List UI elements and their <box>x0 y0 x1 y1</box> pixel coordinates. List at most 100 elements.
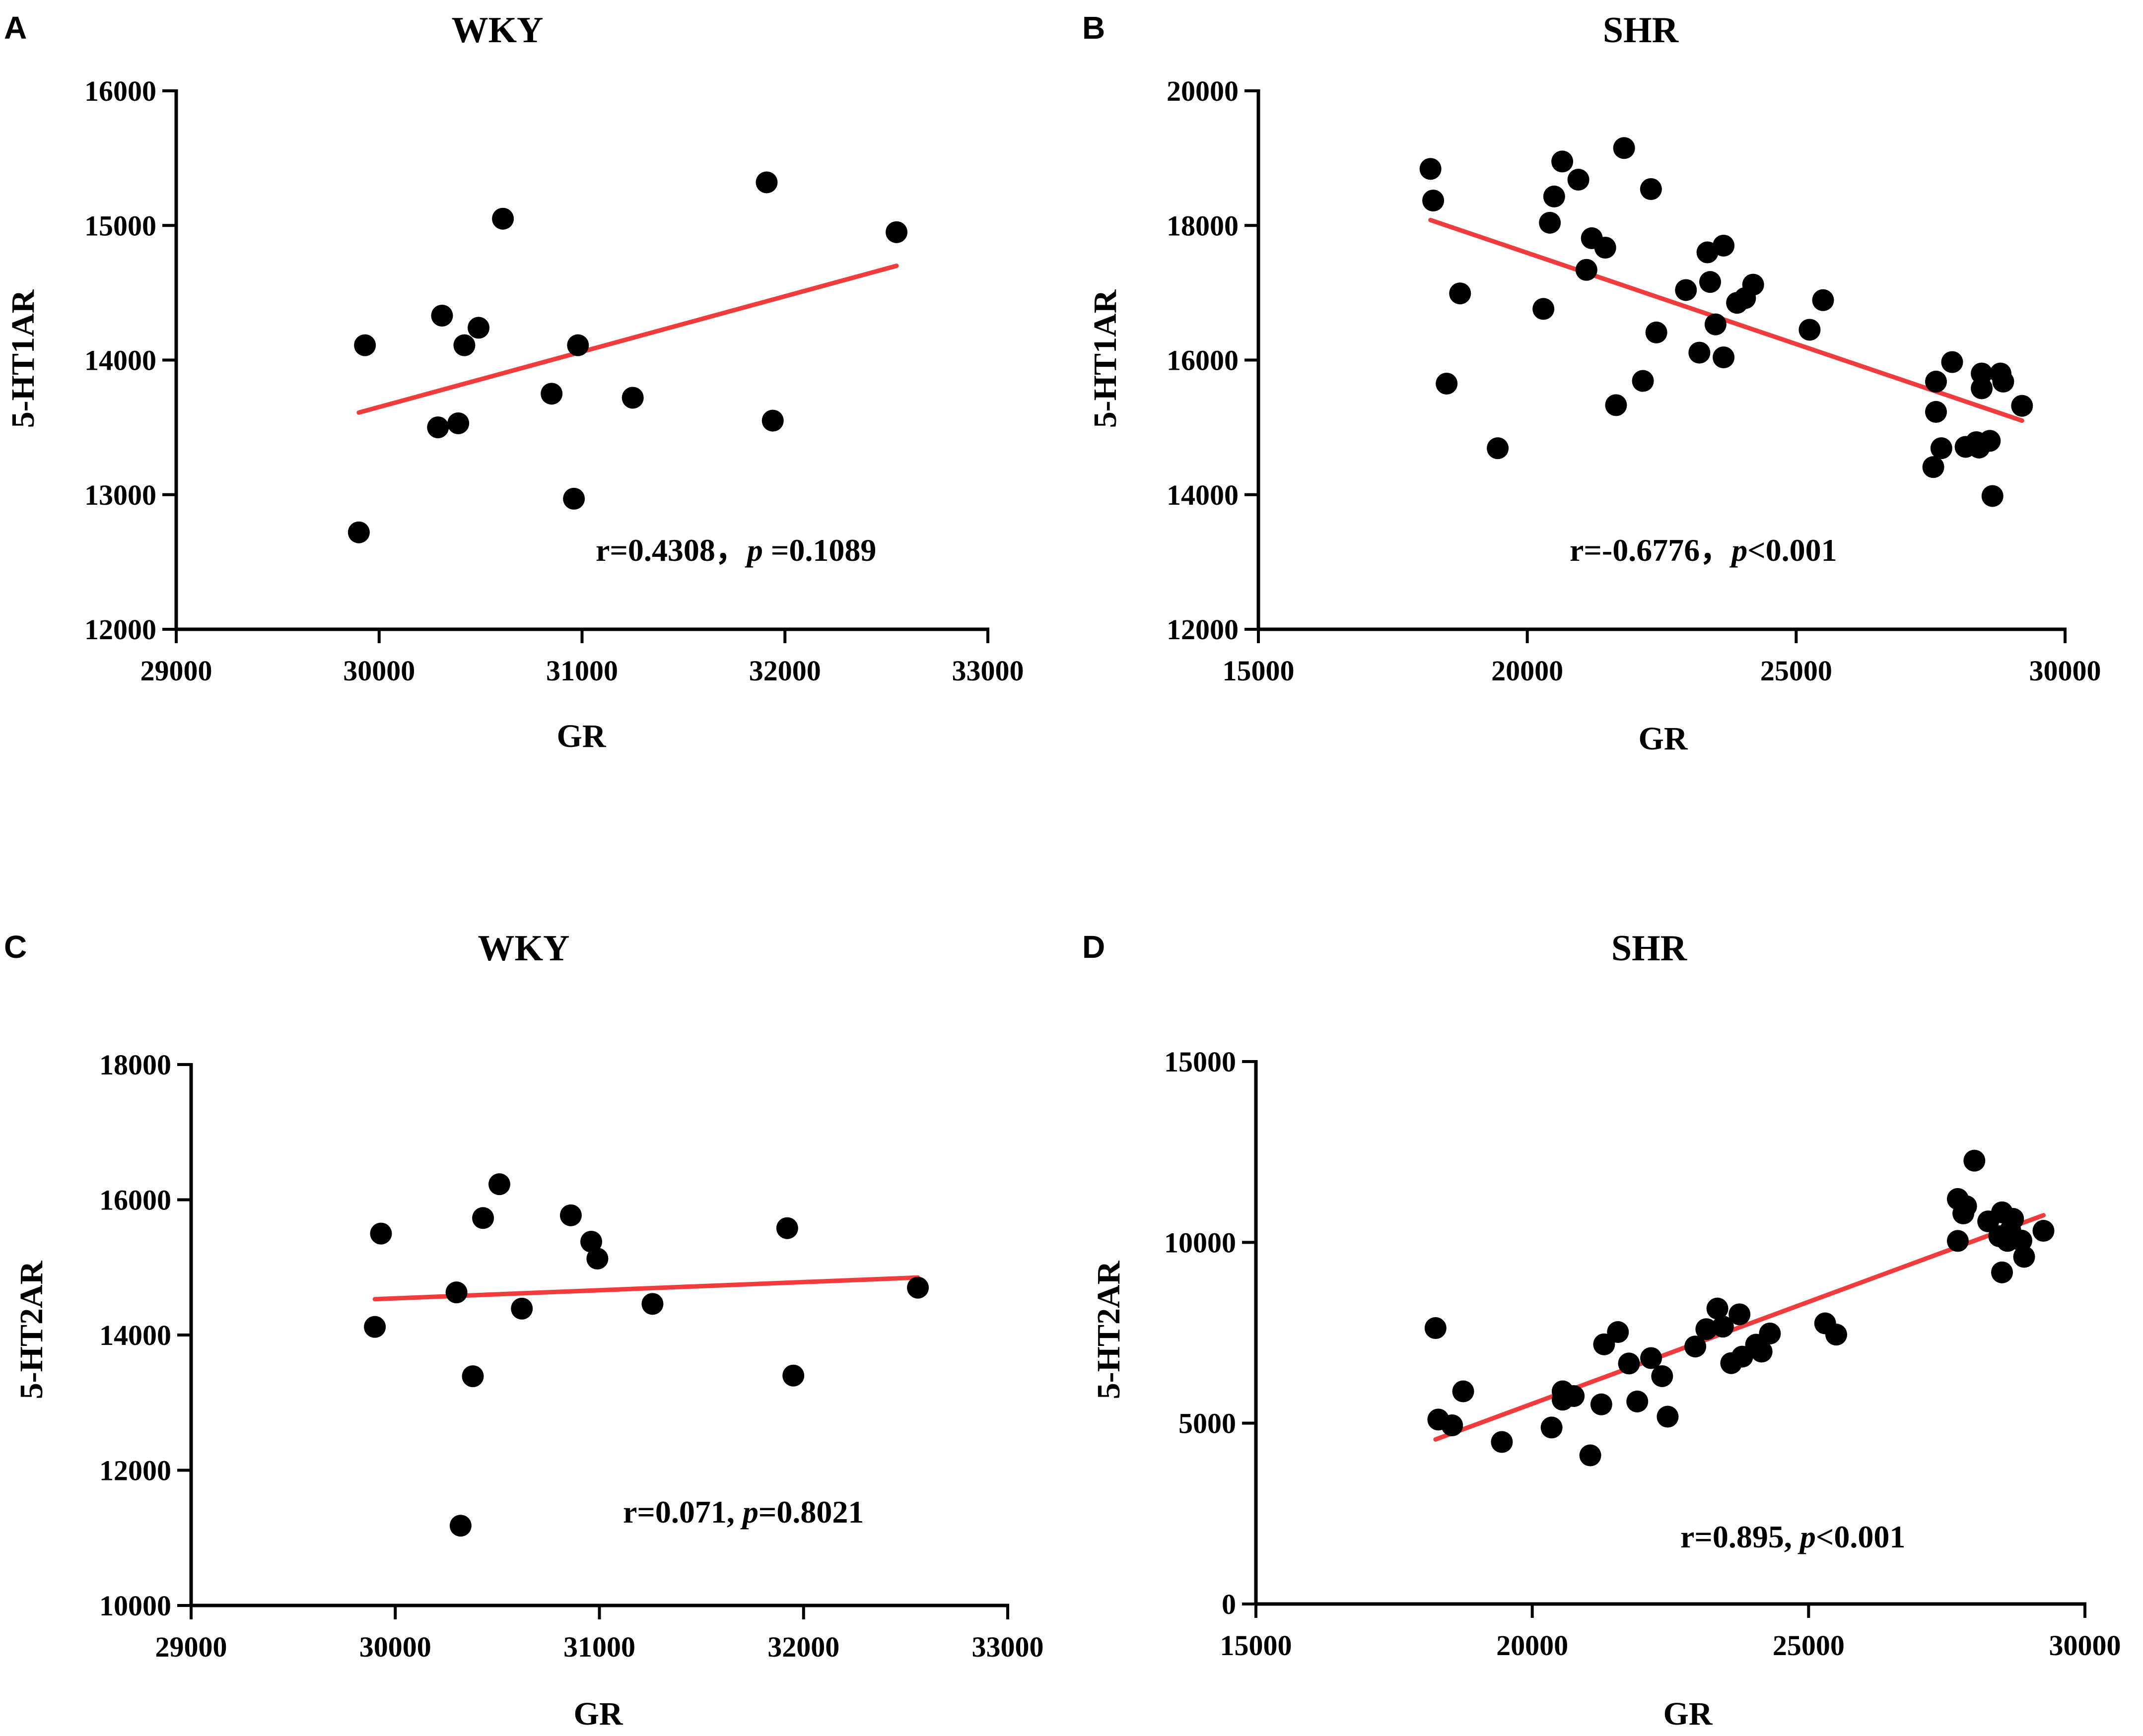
data-point <box>2013 1246 2035 1268</box>
y-tick-label: 14000 <box>84 344 156 377</box>
data-point <box>453 334 476 356</box>
x-tick-label: 20000 <box>1491 655 1563 687</box>
x-tick-label: 29000 <box>155 1631 227 1663</box>
data-point <box>492 207 514 230</box>
data-point <box>1812 289 1834 311</box>
data-point <box>1594 237 1616 259</box>
y-axis-label: 5-HT1AR <box>1087 289 1123 428</box>
x-tick-label: 33000 <box>972 1631 1044 1663</box>
stat-r: r=0.071, <box>623 1494 743 1530</box>
x-tick-label: 30000 <box>343 655 415 687</box>
stat-p-symbol: p <box>740 1494 759 1530</box>
data-point <box>1991 1261 2013 1283</box>
data-point <box>1684 1335 1707 1358</box>
y-tick-label: 18000 <box>99 1049 171 1081</box>
stat-p-value: <0.001 <box>1747 533 1837 568</box>
data-point <box>1742 273 1764 296</box>
data-point <box>1563 1385 1585 1407</box>
y-tick-label: 14000 <box>99 1319 171 1351</box>
y-tick-label: 14000 <box>1167 479 1239 511</box>
x-tick-label: 31000 <box>546 655 618 687</box>
stat-annotation: r=0.4308，p =0.1089 <box>596 533 876 568</box>
regression-line <box>1428 217 2024 423</box>
regression-line <box>1433 1213 2046 1442</box>
data-point <box>1632 370 1654 392</box>
data-point <box>427 416 449 439</box>
data-point <box>1657 1405 1679 1428</box>
data-point <box>1651 1365 1673 1387</box>
x-tick-label: 15000 <box>1223 655 1295 687</box>
panel-letter: B <box>1082 10 1105 46</box>
stat-p-symbol: p <box>1729 533 1747 568</box>
stat-r: r=0.4308， <box>596 533 747 568</box>
data-point <box>1675 279 1697 301</box>
y-tick-label: 15000 <box>84 209 156 242</box>
x-tick-label: 32000 <box>749 655 821 687</box>
x-tick-label: 25000 <box>1760 655 1832 687</box>
data-point <box>447 412 470 434</box>
y-tick-label: 16000 <box>1167 344 1239 377</box>
data-point <box>1645 321 1667 343</box>
y-axis-label: 5-HT2AR <box>1091 1260 1127 1399</box>
data-point <box>1419 158 1442 180</box>
data-point <box>1798 319 1821 341</box>
data-point <box>622 387 644 409</box>
data-point <box>1713 234 1735 257</box>
x-tick-label: 30000 <box>2029 655 2101 687</box>
data-point <box>445 1281 468 1304</box>
data-point <box>1543 185 1565 207</box>
stat-annotation: r=0.071, p=0.8021 <box>623 1494 864 1530</box>
x-tick-label: 30000 <box>2049 1629 2121 1662</box>
data-point <box>1941 351 1963 373</box>
data-point <box>488 1173 510 1196</box>
stat-p-value: <0.001 <box>1816 1519 1905 1554</box>
x-tick-label: 15000 <box>1220 1629 1292 1662</box>
data-point <box>1607 1321 1629 1343</box>
data-point <box>1925 370 1947 393</box>
y-axis-label: 5-HT1AR <box>5 289 41 428</box>
data-point <box>1728 1303 1751 1326</box>
regression-line <box>356 264 899 415</box>
data-point <box>1540 1416 1563 1439</box>
data-point <box>1605 394 1627 416</box>
stat-r: r=-0.6776， <box>1570 533 1731 568</box>
panel-letter: A <box>4 10 27 46</box>
y-tick-label: 16000 <box>84 75 156 107</box>
data-point <box>782 1364 805 1387</box>
data-point <box>2010 1229 2032 1252</box>
data-point <box>1946 1230 1969 1252</box>
data-point <box>559 1204 582 1226</box>
data-point <box>1575 259 1597 281</box>
panel-b: B SHR 5-HT1AR GR r=-0.6776，p<0.001 12000… <box>1082 10 2101 757</box>
y-tick-label: 20000 <box>1167 75 1239 107</box>
data-point <box>472 1207 494 1229</box>
data-point <box>580 1230 603 1253</box>
data-point <box>1992 370 2014 393</box>
x-tick-label: 20000 <box>1496 1629 1568 1662</box>
data-point <box>1579 1444 1601 1467</box>
data-point <box>468 317 490 339</box>
y-tick-label: 15000 <box>1164 1046 1236 1078</box>
data-point <box>1452 1380 1474 1402</box>
y-tick-label: 16000 <box>99 1184 171 1216</box>
data-point <box>1422 190 1445 212</box>
data-point <box>641 1293 664 1315</box>
chart-title: WKY <box>452 10 544 51</box>
x-tick-label: 33000 <box>952 655 1024 687</box>
data-point <box>1981 485 2004 507</box>
data-point <box>1971 362 1993 385</box>
data-point <box>370 1222 392 1245</box>
stat-r: r=0.895, <box>1680 1519 1800 1554</box>
data-point <box>1930 437 1952 460</box>
panel-a: A WKY 5-HT1AR GR r=0.4308，p =0.1089 1200… <box>4 10 1024 754</box>
chart-title: SHR <box>1603 10 1679 51</box>
data-point <box>1618 1352 1640 1375</box>
data-point <box>2002 1207 2024 1230</box>
panel-c: C WKY 5-HT2AR GR r=0.071, p=0.8021 10000… <box>4 928 1044 1732</box>
data-point <box>776 1217 798 1239</box>
y-tick-label: 5000 <box>1178 1407 1236 1440</box>
data-point <box>1449 282 1471 305</box>
x-tick-label: 29000 <box>140 655 212 687</box>
data-point <box>1626 1390 1649 1412</box>
data-point <box>1695 1318 1718 1340</box>
